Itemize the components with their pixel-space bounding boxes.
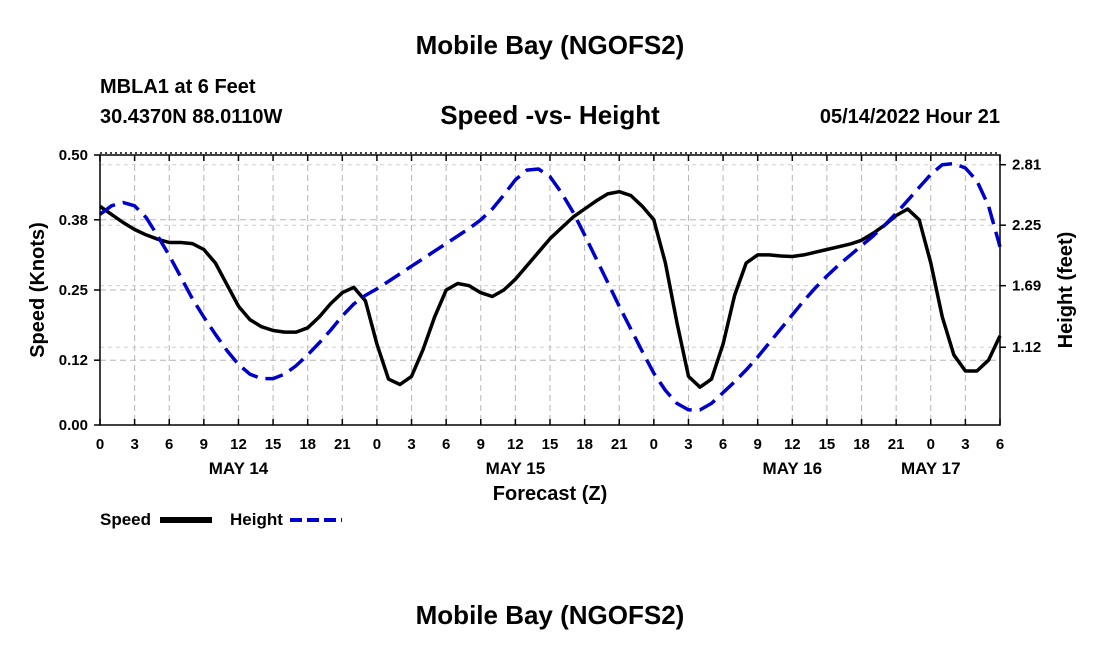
x-tick-label: 21	[888, 436, 905, 453]
x-tick-label: 6	[719, 436, 727, 453]
x-tick-label: 18	[299, 436, 316, 453]
x-tick-label: 18	[576, 436, 593, 453]
left-y-tick-label: 0.38	[59, 212, 88, 229]
height-series-line	[98, 161, 1002, 412]
x-tick-label: 9	[477, 436, 485, 453]
legend-speed-label: Speed	[100, 510, 151, 529]
right-y-tick-label: 1.12	[1012, 339, 1041, 356]
forecast-time: 05/14/2022 Hour 21	[819, 106, 1000, 128]
x-tick-label: 12	[230, 436, 247, 453]
plot-title: Speed -vs- Height	[440, 100, 660, 130]
axis-ticks	[94, 154, 1006, 426]
day-label: MAY 17	[901, 459, 961, 478]
left-y-axis-title: Speed (Knots)	[27, 222, 49, 358]
x-tick-label: 15	[819, 436, 836, 453]
x-tick-label: 21	[334, 436, 351, 453]
day-label: MAY 14	[209, 459, 269, 478]
left-y-tick-label: 0.00	[59, 417, 88, 434]
right-y-tick-label: 2.81	[1012, 157, 1041, 174]
x-tick-label: 0	[373, 436, 381, 453]
x-tick-label: 0	[96, 436, 104, 453]
left-y-tick-label: 0.12	[59, 352, 88, 369]
station-name: MBLA1 at 6 Feet	[100, 76, 256, 98]
x-tick-label: 15	[265, 436, 282, 453]
x-tick-label: 0	[927, 436, 935, 453]
x-tick-label: 3	[130, 436, 138, 453]
legend-height-label: Height	[230, 510, 283, 529]
series-lines	[98, 161, 1002, 412]
grid	[100, 155, 1000, 425]
right-y-tick-label: 1.69	[1012, 278, 1041, 295]
station-coordinates: 30.4370N 88.0110W	[100, 106, 283, 128]
x-tick-label: 6	[996, 436, 1004, 453]
x-tick-label: 21	[611, 436, 628, 453]
x-tick-label: 9	[754, 436, 762, 453]
x-tick-label: 18	[853, 436, 870, 453]
footer-title: Mobile Bay (NGOFS2)	[415, 600, 685, 630]
x-tick-label: 3	[684, 436, 692, 453]
legend: Speed Height	[100, 510, 342, 529]
right-y-tick-label: 2.25	[1012, 217, 1041, 234]
x-tick-label: 9	[200, 436, 208, 453]
axis-labels: 0 3 6 9 12 15 18 21 0 3 6 9 12 15 18 21 0 3 6 9 12 15 18 21 0 3 6 M…	[59, 147, 1041, 478]
x-axis-title: Forecast (Z)	[493, 483, 607, 505]
x-tick-label: 3	[407, 436, 415, 453]
right-y-axis-title: Height (feet)	[1055, 232, 1077, 349]
left-y-tick-label: 0.50	[59, 147, 88, 164]
speed-series-line	[98, 189, 1002, 389]
left-y-tick-label: 0.25	[59, 282, 88, 299]
x-tick-label: 12	[507, 436, 524, 453]
x-tick-label: 12	[784, 436, 801, 453]
x-tick-label: 6	[165, 436, 173, 453]
day-label: MAY 16	[763, 459, 823, 478]
x-tick-label: 3	[961, 436, 969, 453]
x-tick-label: 0	[650, 436, 658, 453]
main-title: Mobile Bay (NGOFS2)	[415, 30, 685, 60]
day-label: MAY 15	[486, 459, 546, 478]
x-tick-label: 15	[542, 436, 559, 453]
x-tick-label: 6	[442, 436, 450, 453]
